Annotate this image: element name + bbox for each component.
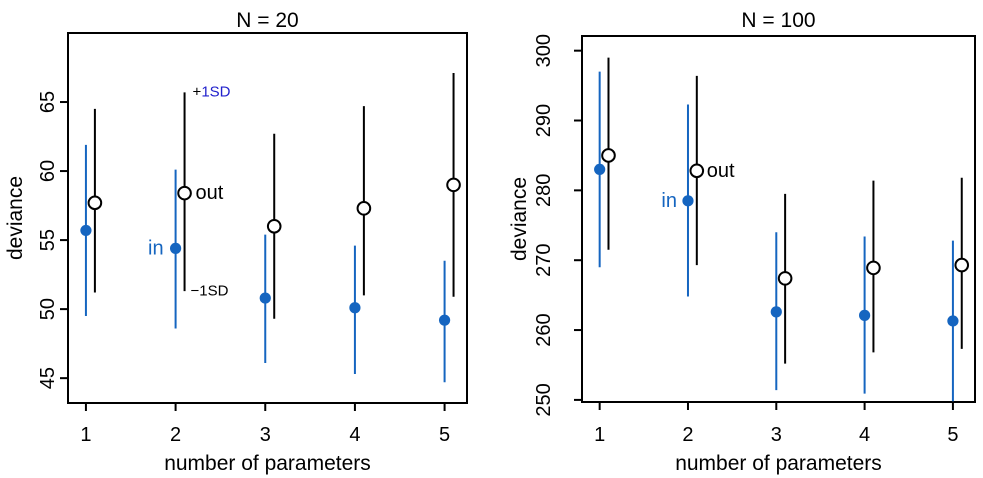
x-axis-label: number of parameters [164, 452, 371, 475]
in-label: in [661, 190, 677, 212]
in-sample-point [947, 315, 959, 327]
in-sample-point [169, 242, 182, 254]
series-out [87, 73, 461, 319]
in-sample-point [859, 309, 871, 321]
y-tick-label: 290 [533, 104, 555, 137]
in-sample-point [438, 314, 451, 326]
x-tick-label: 2 [682, 424, 693, 446]
y-tick-label: 65 [37, 91, 59, 113]
out-sample-point [954, 257, 970, 273]
out-sample-point [777, 271, 793, 286]
x-tick-label: 3 [771, 424, 782, 446]
x-tick-label: 1 [80, 424, 91, 446]
y-axis-label: deviance [4, 176, 27, 260]
minus-1sd-label: −1SD [191, 282, 229, 299]
x-tick-label: 1 [594, 424, 605, 446]
plot-box [581, 35, 976, 403]
x-tick-label: 2 [170, 424, 181, 446]
y-tick-label: 260 [533, 313, 555, 346]
out-sample-point [601, 148, 616, 163]
out-label: out [707, 160, 735, 182]
out-sample-point [177, 185, 192, 201]
in-sample-point [80, 224, 92, 237]
x-axis-label: number of parameters [675, 452, 882, 475]
out-sample-point [356, 201, 372, 216]
y-tick-label: 45 [37, 367, 59, 389]
series-in [80, 144, 451, 383]
y-tick-label: 60 [37, 160, 59, 182]
x-tick-label: 5 [947, 424, 958, 446]
y-tick-label: 300 [533, 34, 555, 67]
x-tick-label: 5 [439, 424, 450, 446]
y-tick-label: 250 [533, 383, 555, 416]
series-in [594, 71, 959, 402]
x-tick-label: 3 [260, 424, 271, 446]
x-tick-label: 4 [859, 424, 870, 446]
y-tick-label: 50 [37, 298, 59, 320]
panel-title: N = 20 [236, 9, 298, 32]
series-out [601, 57, 970, 364]
out-sample-point [689, 163, 705, 179]
plus-1sd-label: +1SD [193, 83, 231, 100]
y-tick-label: 270 [533, 244, 555, 277]
y-tick-label: 55 [37, 229, 59, 251]
in-sample-point [682, 195, 694, 207]
in-sample-point [349, 302, 361, 314]
y-axis-label: deviance [508, 177, 531, 261]
x-tick-label: 4 [349, 424, 360, 446]
in-sample-point [770, 306, 782, 318]
out-label: out [196, 182, 224, 204]
out-sample-point [87, 195, 103, 211]
panel-2: 1 2 3 4 5 250 260 270 280 290 300 N = 100 number of … [508, 9, 976, 475]
out-sample-point [866, 260, 881, 276]
out-sample-point [446, 177, 461, 193]
in-sample-point [594, 163, 606, 176]
plot-box [67, 32, 468, 404]
panel-title: N = 100 [741, 9, 815, 32]
in-sample-point [259, 292, 271, 304]
y-tick-label: 280 [533, 174, 555, 207]
in-label: in [148, 237, 164, 259]
out-sample-point [266, 218, 282, 234]
